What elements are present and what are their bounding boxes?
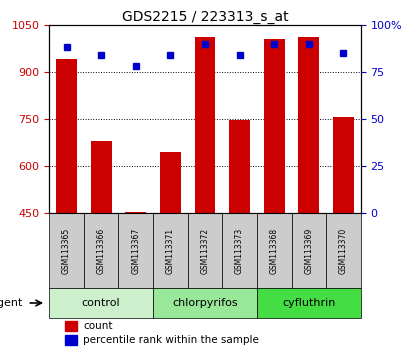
Text: GSM113368: GSM113368: [269, 228, 278, 274]
Text: control: control: [82, 298, 120, 308]
Bar: [263, 39, 284, 213]
Bar: [125, 212, 146, 213]
Text: GSM113371: GSM113371: [166, 228, 175, 274]
Text: chlorpyrifos: chlorpyrifos: [172, 298, 237, 308]
Text: percentile rank within the sample: percentile rank within the sample: [83, 335, 259, 346]
Bar: [90, 141, 111, 213]
Text: GSM113373: GSM113373: [234, 228, 243, 274]
Bar: [332, 117, 353, 213]
Text: GSM113366: GSM113366: [97, 228, 106, 274]
Bar: [256, 213, 291, 289]
Text: cyfluthrin: cyfluthrin: [281, 298, 335, 308]
Bar: [83, 213, 118, 289]
Bar: [298, 37, 319, 213]
Bar: [194, 37, 215, 213]
Bar: [56, 59, 77, 213]
Bar: [49, 289, 153, 318]
Text: GSM113367: GSM113367: [131, 228, 140, 274]
Bar: [49, 213, 83, 289]
Bar: [160, 153, 180, 213]
Text: agent: agent: [0, 298, 22, 308]
Bar: [256, 289, 360, 318]
Text: GSM113370: GSM113370: [338, 228, 347, 274]
Bar: [153, 289, 256, 318]
Title: GDS2215 / 223313_s_at: GDS2215 / 223313_s_at: [121, 10, 288, 24]
Text: GSM113372: GSM113372: [200, 228, 209, 274]
Bar: [222, 213, 256, 289]
Bar: [291, 213, 326, 289]
Bar: [65, 335, 77, 346]
Bar: [326, 213, 360, 289]
Bar: [65, 321, 77, 331]
Text: GSM113365: GSM113365: [62, 228, 71, 274]
Bar: [118, 213, 153, 289]
Bar: [153, 213, 187, 289]
Bar: [229, 120, 249, 213]
Text: count: count: [83, 321, 113, 331]
Text: GSM113369: GSM113369: [303, 228, 312, 274]
Bar: [187, 213, 222, 289]
